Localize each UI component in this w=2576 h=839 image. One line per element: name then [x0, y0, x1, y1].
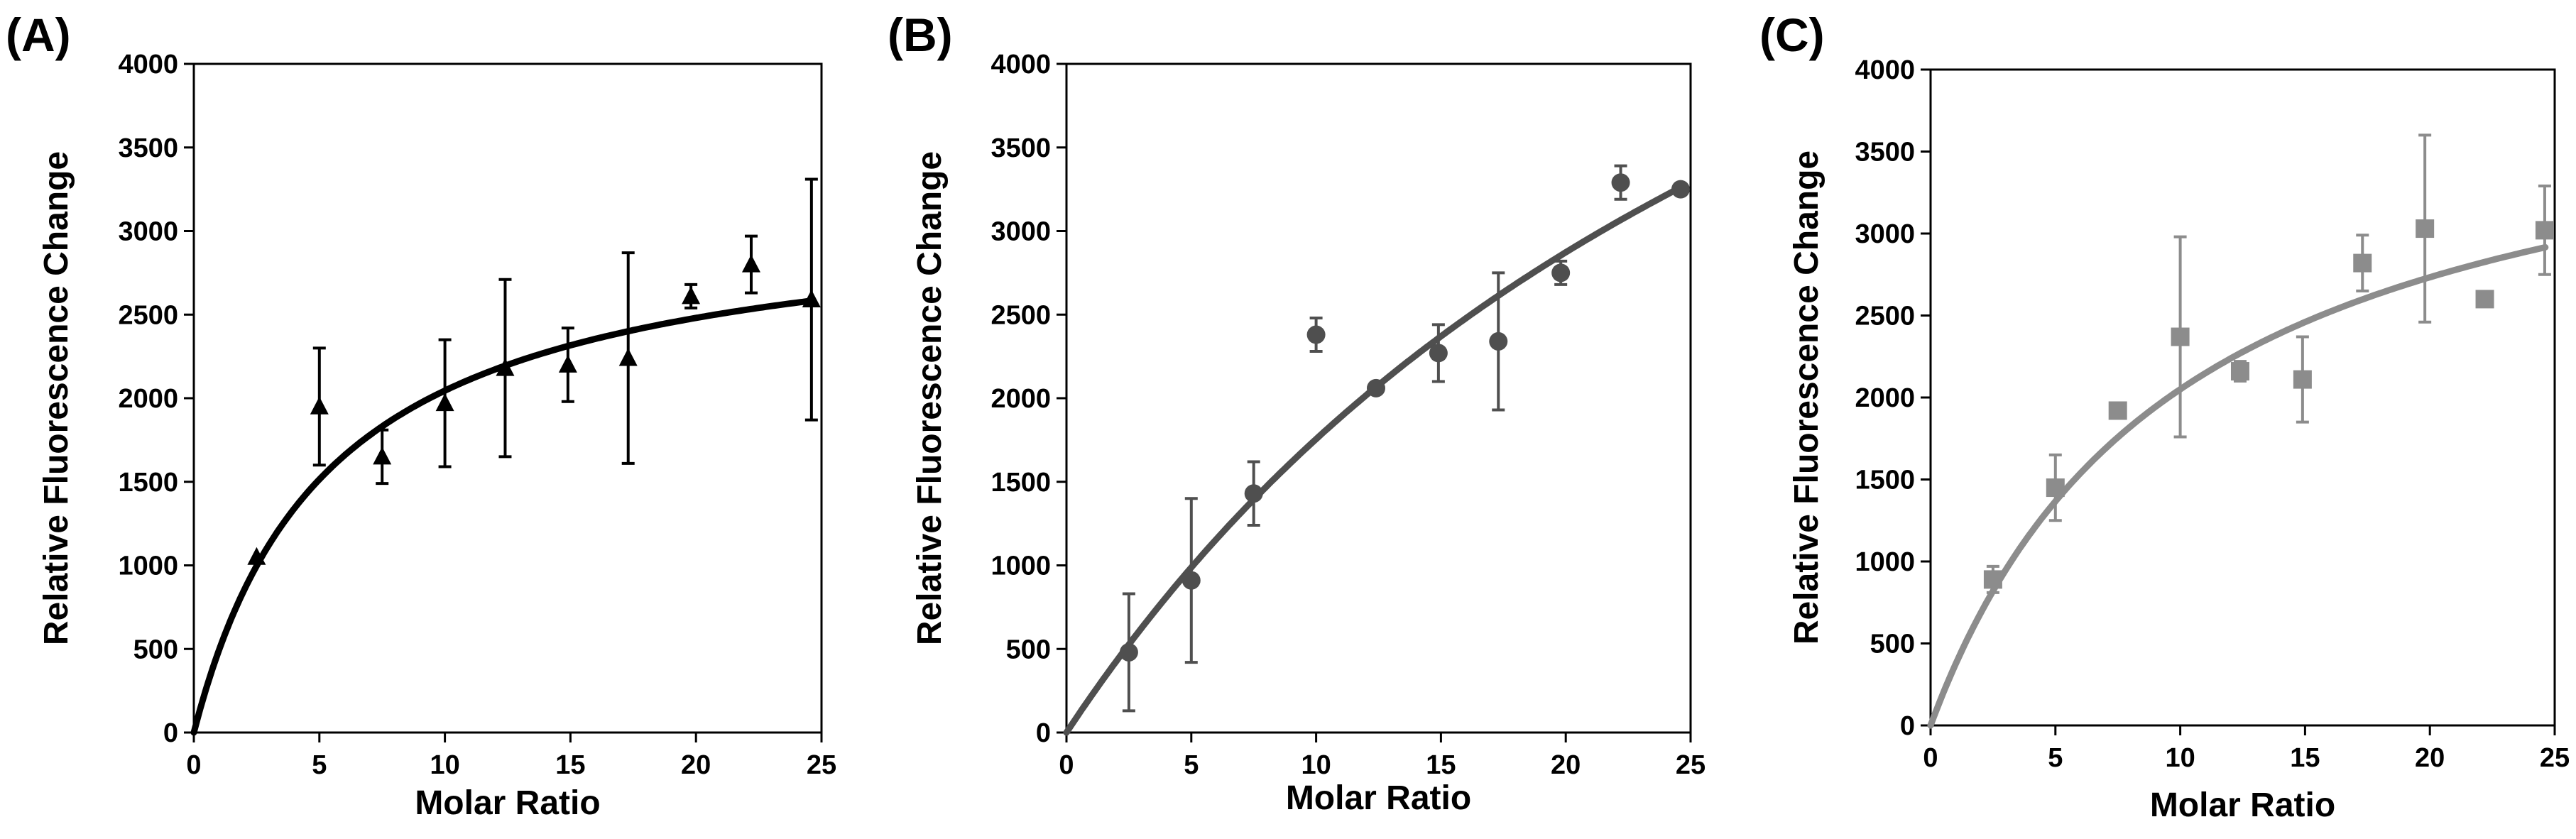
panel-c-data-point: [2293, 370, 2312, 389]
panel-b-x-tick-label: 20: [1551, 750, 1581, 780]
panel-b-data-point: [1306, 325, 1326, 344]
panel-b-data-point: [1489, 331, 1508, 351]
panel-c-y-axis-title: Relative Fluorescence Change: [1788, 150, 1825, 645]
panel-a-y-tick-label: 3500: [118, 133, 178, 163]
panel-b-data-point: [1119, 642, 1138, 662]
panel-b-y-tick-label: 4000: [990, 50, 1051, 79]
panel-b-y-tick-label: 500: [1006, 635, 1051, 664]
panel-b-data-point: [1181, 571, 1201, 590]
panel-c-y-tick-label: 1000: [1855, 547, 1915, 577]
panel-c-data-point: [2353, 253, 2372, 273]
panel-b-label: (B): [888, 9, 953, 61]
panel-c-x-tick-label: 10: [2165, 743, 2195, 773]
panel-c-plot-frame: [1929, 68, 2556, 727]
panel-a-y-tick-label: 0: [163, 718, 178, 748]
panel-c-data-point: [1983, 570, 2002, 589]
panel-b-y-axis-title: Relative Fluorescence Change: [911, 151, 949, 645]
panel-b-y-tick-label: 3500: [990, 133, 1051, 163]
panel-a-y-tick-label: 1000: [118, 552, 178, 581]
panel-c-y-tick-label: 3000: [1855, 219, 1915, 249]
panel-b-y-tick-label: 2000: [990, 384, 1051, 414]
panel-a-data-point: [558, 354, 577, 373]
panel-c-x-tick-label: 0: [1923, 743, 1938, 773]
panel-a-y-tick-label: 3000: [118, 217, 178, 247]
panel-a-x-axis-title: Molar Ratio: [415, 784, 600, 822]
panel-a-x-tick-label: 0: [186, 750, 201, 780]
panel-a-y-tick-label: 2500: [118, 300, 178, 330]
panel-c-data-point: [2535, 221, 2554, 240]
panel-c: (C) 0 500 1000 1500 2000 2500 3000 3500 4000 0 5 10 1…: [1759, 9, 2570, 824]
panel-c-data-point: [2171, 327, 2190, 346]
panel-b-plot-frame: [1065, 62, 1692, 734]
panel-b-y-tick-label: 1000: [990, 552, 1051, 581]
panel-b-y-tick-label: 2500: [990, 300, 1051, 330]
panel-a-x-tick-label: 20: [681, 750, 711, 780]
panel-b-data-point: [1429, 344, 1448, 363]
panel-a-data-point: [310, 396, 329, 415]
panel-c-data-point: [2046, 478, 2065, 498]
panel-b-y-tick-label: 0: [1036, 718, 1051, 748]
panel-c-y-tick-label: 1500: [1855, 466, 1915, 495]
panel-a-data-point: [435, 393, 454, 412]
panel-c-x-tick-label: 25: [2540, 743, 2570, 773]
panel-c-x-axis-title: Molar Ratio: [2150, 786, 2335, 824]
panel-c-y-tick-label: 4000: [1855, 55, 1915, 85]
panel-a-x-tick-label: 10: [430, 750, 459, 780]
panel-b-x-tick-label: 10: [1301, 750, 1331, 780]
panel-a-data-point: [682, 286, 701, 305]
panel-b-x-axis-title: Molar Ratio: [1286, 779, 1471, 817]
panel-a: (A) 0 500 1000 1500 2000 2500 3000 3500 4000 0 5 10 1…: [6, 9, 836, 822]
panel-a-x-tick-label: 15: [555, 750, 585, 780]
panel-a-y-axis-title: Relative Fluorescence Change: [38, 151, 75, 645]
panel-c-x-tick-label: 20: [2415, 743, 2445, 773]
panel-a-y-tick-label: 4000: [118, 50, 178, 79]
panel-c-y-tick-label: 3500: [1855, 138, 1915, 168]
panel-b-y-tick-label: 3000: [990, 217, 1051, 247]
panel-a-data-point: [618, 348, 638, 366]
panel-a-data-point: [802, 290, 821, 308]
panel-a-x-tick-label: 25: [807, 750, 836, 780]
panel-a-data-point: [496, 358, 515, 376]
panel-c-data-point: [2230, 362, 2249, 381]
panel-c-fit-curve: [1927, 243, 2549, 729]
panel-a-y-tick-label: 2000: [118, 384, 178, 414]
panel-b-data-point: [1611, 173, 1630, 192]
panel-a-label: (A): [6, 9, 71, 61]
panel-c-y-tick-label: 500: [1870, 630, 1915, 659]
panel-c-data-point: [2416, 219, 2435, 238]
panel-c-data-point: [2108, 401, 2127, 420]
panel-a-y-tick-label: 500: [133, 635, 178, 664]
panel-b-fit-curve: [1063, 184, 1685, 736]
panel-c-y-tick-label: 2000: [1855, 383, 1915, 413]
panel-c-x-tick-label: 5: [2048, 743, 2063, 773]
panel-a-data-point: [741, 254, 760, 273]
panel-c-x-tick-label: 15: [2290, 743, 2320, 773]
panel-a-data-point: [373, 446, 392, 465]
panel-a-x-tick-label: 5: [312, 750, 327, 780]
panel-b-data-point: [1671, 180, 1690, 199]
panel-a-plot-frame: [192, 62, 823, 734]
panel-c-y-tick-label: 2500: [1855, 302, 1915, 331]
panel-c-label: (C): [1759, 9, 1825, 61]
panel-c-y-tick-label: 0: [1900, 711, 1915, 741]
panel-c-data-point: [2475, 290, 2494, 309]
panel-a-data-point: [247, 547, 266, 565]
panel-b: (B) 0 500 1000 1500 2000 2500 3000 3500 4000 0 5 10 1…: [888, 9, 1705, 817]
panel-b-x-tick-label: 5: [1184, 750, 1199, 780]
panel-a-y-tick-label: 1500: [118, 468, 178, 498]
panel-b-x-tick-label: 0: [1059, 750, 1074, 780]
panel-b-y-tick-label: 1500: [990, 468, 1051, 498]
panel-b-data-point: [1366, 378, 1385, 397]
panel-b-x-tick-label: 25: [1676, 750, 1705, 780]
panel-b-data-point: [1551, 263, 1571, 283]
panel-b-x-tick-label: 15: [1426, 750, 1456, 780]
panel-b-data-point: [1244, 484, 1263, 503]
